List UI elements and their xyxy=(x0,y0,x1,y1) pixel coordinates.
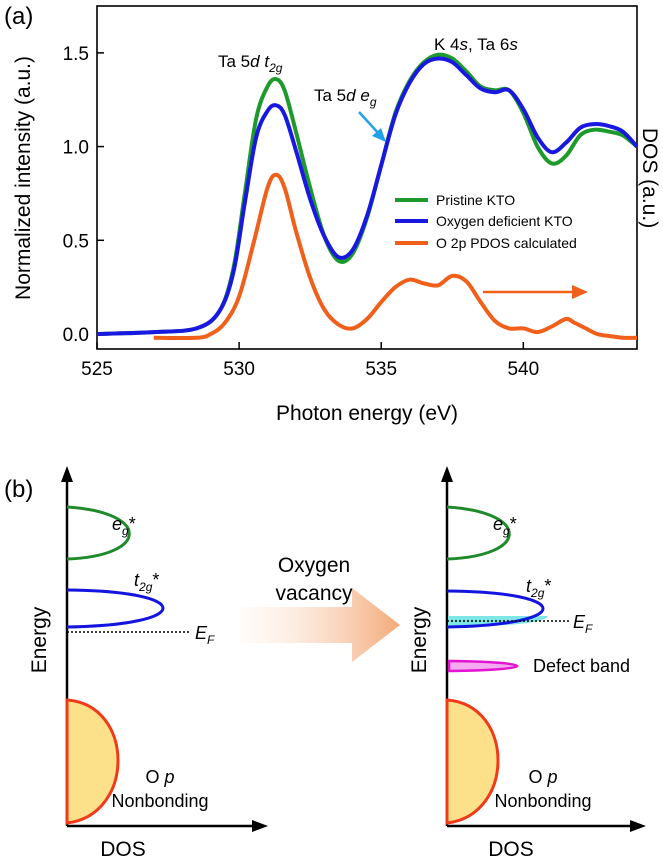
annotation-t2g-t: t xyxy=(264,52,270,71)
right-t2g-band xyxy=(446,589,545,629)
x-ticks: 525 530 535 540 xyxy=(81,342,539,380)
right-energy-label: Energy xyxy=(408,606,431,673)
right-t2g-label-star: * xyxy=(544,576,551,596)
annotation-k4s-d: s xyxy=(509,35,518,54)
annotation-eg-d: d xyxy=(346,86,356,105)
right-band-diagram: eg* t2g* EF Defect band O p Nonbonding E… xyxy=(408,466,646,860)
right-energy-axis-arrowhead xyxy=(441,466,453,482)
annotation-eg-sub: g xyxy=(370,95,377,109)
x-tick-label: 540 xyxy=(507,359,539,380)
series-o2p-pdos xyxy=(153,172,638,341)
right-op-label: O p xyxy=(528,767,557,787)
legend: Pristine KTO Oxygen deficient KTO O 2p P… xyxy=(395,192,577,251)
panel-a-label: (a) xyxy=(4,3,33,30)
right-eg-label-star: * xyxy=(510,514,517,534)
left-t2g-band xyxy=(66,588,165,629)
left-energy-axis-arrowhead xyxy=(61,466,73,482)
left-op-label-o: O xyxy=(145,767,159,787)
x-axis-label: Photon energy (eV) xyxy=(276,402,458,425)
y-tick-label: 0.0 xyxy=(63,325,89,346)
left-op-band xyxy=(65,698,120,825)
x-tick-label: 530 xyxy=(223,359,255,380)
left-ef-label-e: E xyxy=(195,623,208,643)
y2-axis-label: DOS (a.u.) xyxy=(638,128,661,228)
left-eg-label: eg* xyxy=(112,514,136,538)
annotation-eg-arrow-line xyxy=(358,111,381,136)
right-ef-label-e: E xyxy=(573,612,586,632)
left-ef-label-sub: F xyxy=(207,633,215,647)
right-op-label-p: p xyxy=(547,767,558,787)
annotation-eg: Ta 5d eg xyxy=(314,86,377,109)
x-tick-label: 525 xyxy=(81,359,113,380)
left-eg-band xyxy=(66,505,131,561)
left-op-label: O p xyxy=(145,767,174,787)
left-dos-axis-arrowhead xyxy=(252,820,268,832)
right-op-label-o: O xyxy=(528,767,542,787)
oxygen-vacancy-arrow xyxy=(240,588,400,662)
right-eg-label-sub: g xyxy=(503,524,510,538)
annotation-k4s-c: , Ta 6 xyxy=(468,35,509,54)
annotation-t2g-d: d xyxy=(250,52,260,71)
series-oxygen-deficient-kto xyxy=(96,56,639,336)
right-t2g-label-sub: 2g xyxy=(530,586,545,600)
annotation-t2g-sub: 2g xyxy=(268,61,283,75)
panel-b-label: (b) xyxy=(4,476,33,503)
left-eg-label-e: e xyxy=(112,514,122,534)
left-nonbonding-label: Nonbonding xyxy=(111,791,208,811)
right-ef-label-sub: F xyxy=(585,622,593,636)
right-eg-label: eg* xyxy=(493,514,517,538)
right-dos-axis-arrowhead xyxy=(630,820,646,832)
annotation-t2g: Ta 5d t2g xyxy=(218,52,283,75)
left-dos-label: DOS xyxy=(100,838,146,860)
right-t2g-label: t2g* xyxy=(526,576,551,600)
plot-frame xyxy=(96,5,638,350)
legend-label-oxygen-deficient: Oxygen deficient KTO xyxy=(436,213,573,229)
oxygen-vacancy-label-line1: Oxygen xyxy=(278,554,350,577)
left-t2g-label-sub: 2g xyxy=(138,580,153,594)
right-defect-band xyxy=(447,659,519,673)
y-ticks: 0.0 0.5 1.0 1.5 xyxy=(63,44,104,346)
annotation-k4s-a: K 4 xyxy=(434,35,460,54)
right-defect-label: Defect band xyxy=(533,656,630,676)
annotation-t2g-main: Ta 5 xyxy=(218,52,250,71)
y-tick-label: 1.0 xyxy=(63,138,89,159)
left-energy-label: Energy xyxy=(28,606,51,673)
right-dos-label: DOS xyxy=(488,838,534,860)
y-tick-label: 0.5 xyxy=(63,231,89,252)
y-tick-label: 1.5 xyxy=(63,44,89,65)
right-t2g-label-t: t xyxy=(526,576,532,596)
left-ef-label: EF xyxy=(195,623,215,647)
left-band-diagram: eg* t2g* EF O p Nonbonding Energy DOS xyxy=(28,466,268,860)
annotation-eg-main: Ta 5 xyxy=(314,86,346,105)
left-op-label-p: p xyxy=(164,767,175,787)
annotation-eg-e: e xyxy=(360,86,369,105)
right-nonbonding-label: Nonbonding xyxy=(494,791,591,811)
oxygen-vacancy-label-line2: vacancy xyxy=(275,582,353,605)
left-eg-label-star: * xyxy=(129,514,136,534)
left-t2g-label-star: * xyxy=(152,570,159,590)
right-eg-band xyxy=(446,505,511,561)
right-op-band xyxy=(445,698,500,825)
annotation-eg-arrowhead xyxy=(372,128,386,142)
left-t2g-label: t2g* xyxy=(134,570,159,594)
left-eg-label-sub: g xyxy=(122,524,129,538)
xas-plot: 525 530 535 540 0.0 0.5 1.0 1.5 xyxy=(63,5,639,380)
y-axis-label: Normalized intensity (a.u.) xyxy=(12,56,35,300)
pdos-axis-arrowhead xyxy=(572,285,588,299)
legend-label-pdos: O 2p PDOS calculated xyxy=(436,235,577,251)
left-t2g-label-t: t xyxy=(134,570,140,590)
right-ef-label: EF xyxy=(573,612,593,636)
right-eg-label-e: e xyxy=(493,514,503,534)
annotation-k4s: K 4s, Ta 6s xyxy=(434,35,518,54)
legend-label-pristine: Pristine KTO xyxy=(436,192,515,208)
series-lines xyxy=(96,52,639,341)
annotation-k4s-b: s xyxy=(460,35,469,54)
x-tick-label: 535 xyxy=(365,359,397,380)
